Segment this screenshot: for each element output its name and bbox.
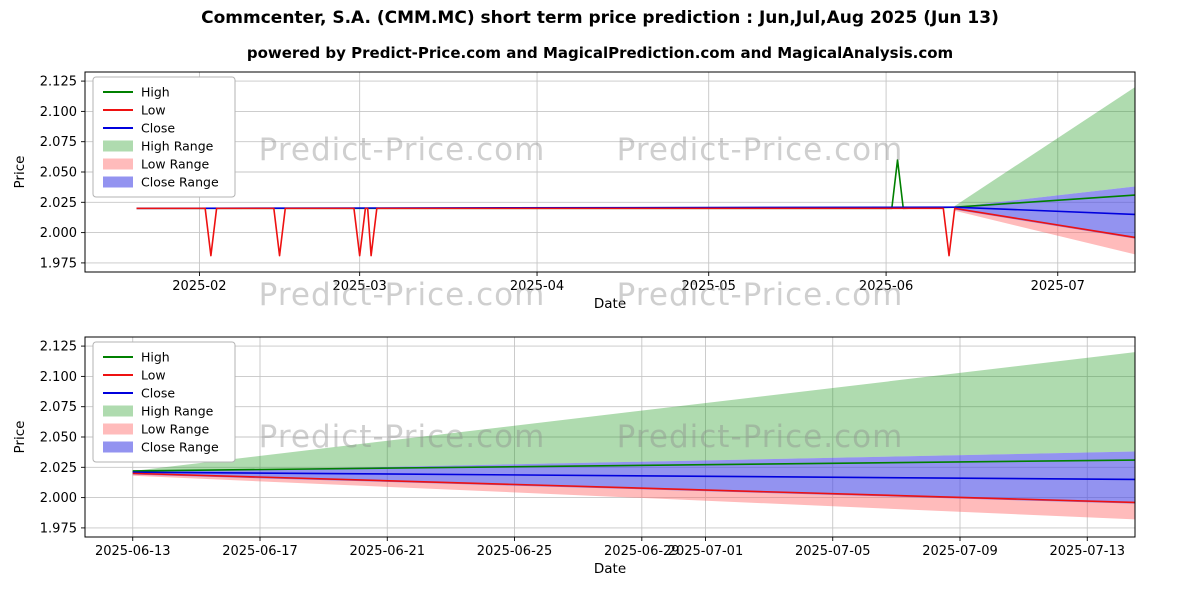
y-tick-label: 2.125 (40, 340, 77, 355)
legend-label: High (141, 350, 170, 365)
gridlines (85, 72, 1135, 272)
line-high (132, 459, 1136, 472)
legend-label: Close (141, 121, 175, 136)
fill-high-range (954, 87, 1135, 208)
top-chart: 1.975 2.000 2.025 2.050 2.075 2.100 2.125 2025-… (12, 71, 1136, 312)
legend-box (92, 341, 236, 463)
legend-sample-Low Range (103, 423, 133, 435)
x-tick-label: 2025-06-25 (477, 544, 553, 559)
legend-label: Low (141, 103, 166, 118)
x-tick-label: 2025-06-17 (222, 544, 298, 559)
x-tick-label: 2025-07-01 (668, 544, 744, 559)
x-axis-label: Date (594, 296, 626, 312)
x-tick-label: 2025-07 (1031, 279, 1085, 294)
legend-sample-High Range (103, 405, 133, 417)
y-tick-label: 1.975 (40, 256, 77, 271)
legend-label: Close Range (141, 175, 219, 190)
page-subtitle: powered by Predict-Price.com and Magical… (246, 44, 954, 62)
legend-label: Low Range (141, 157, 210, 172)
x-tick-label: 2025-06 (859, 279, 913, 294)
gridlines (85, 337, 1135, 537)
x-tick-label: 2025-06-13 (95, 544, 171, 559)
x-tick-label: 2025-07-13 (1049, 544, 1125, 559)
y-tick-label: 2.100 (40, 105, 77, 120)
legend-label: Low (141, 368, 166, 383)
x-tick-label: 2025-03 (332, 279, 386, 294)
legend-sample-Close Range (103, 176, 133, 188)
legend-sample-High Range (103, 140, 133, 152)
fill-low-range (132, 473, 1135, 520)
x-tick-label: 2025-07-05 (795, 544, 871, 559)
legend: High Low Close High Range Low Range Close Ran… (92, 76, 236, 198)
line-low (132, 472, 1136, 504)
x-tick-label: 2025-06-21 (349, 544, 425, 559)
fill-close-range (132, 451, 1135, 504)
line-low (136, 207, 1136, 257)
legend-sample-Low Range (103, 158, 133, 170)
legend-label: High (141, 85, 170, 100)
legend-label: High Range (141, 404, 214, 419)
fill-high-range (132, 352, 1135, 473)
y-tick-label: 2.100 (40, 370, 77, 385)
legend-label: High Range (141, 139, 214, 154)
legend: High Low Close High Range Low Range Close Ran… (92, 341, 236, 463)
x-tick-label: 2025-05 (682, 279, 736, 294)
y-axis-label: Price (12, 156, 28, 189)
y-tick-label: 2.050 (40, 431, 77, 446)
y-axis-label: Price (12, 421, 28, 454)
y-tick-label: 2.125 (40, 75, 77, 90)
x-tick-label: 2025-02 (172, 279, 226, 294)
fill-close-range (954, 186, 1135, 239)
y-tick-label: 2.025 (40, 461, 77, 476)
y-tick-label: 2.000 (40, 226, 77, 241)
y-tick-label: 2.075 (40, 135, 77, 150)
y-tick-label: 2.050 (40, 166, 77, 181)
legend-box (92, 76, 236, 198)
bottom-chart: 1.975 2.000 2.025 2.050 2.075 2.100 2.125 2025-… (12, 336, 1136, 577)
legend-label: Low Range (141, 422, 210, 437)
x-tick-label: 2025-04 (510, 279, 564, 294)
fill-low-range (954, 208, 1135, 255)
x-tick-label: 2025-07-09 (922, 544, 998, 559)
page-title: Commcenter, S.A. (CMM.MC) short term pri… (201, 8, 999, 28)
x-axis-label: Date (594, 561, 626, 577)
y-tick-label: 1.975 (40, 521, 77, 536)
y-tick-label: 2.000 (40, 491, 77, 506)
line-close (132, 471, 1136, 481)
y-tick-label: 2.075 (40, 400, 77, 415)
y-tick-label: 2.025 (40, 196, 77, 211)
legend-label: Close (141, 386, 175, 401)
legend-sample-Close Range (103, 441, 133, 453)
x-tick-label: 2025-06-29 (604, 544, 680, 559)
legend-label: Close Range (141, 440, 219, 455)
